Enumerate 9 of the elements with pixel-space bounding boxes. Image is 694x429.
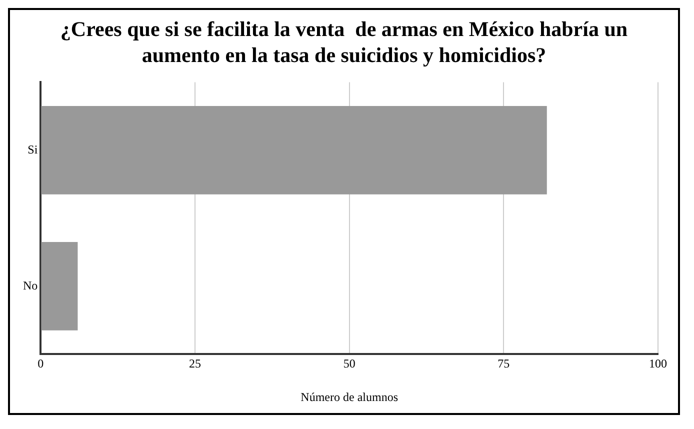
x-tick-label: 0 [38,356,44,371]
x-tick-label: 100 [649,356,667,371]
y-tick-label: Si [28,142,38,156]
x-tick-label: 75 [498,356,510,371]
x-tick-label: 50 [343,356,356,371]
chart-title: ¿Crees que si se facilita la venta de armas en México habría un aumento en la tasa de suicidios y homicidios? [59,16,629,69]
x-axis-title: Número de alumnos [300,390,398,404]
y-tick-label: No [22,278,38,292]
x-tick-label: 25 [189,356,201,371]
